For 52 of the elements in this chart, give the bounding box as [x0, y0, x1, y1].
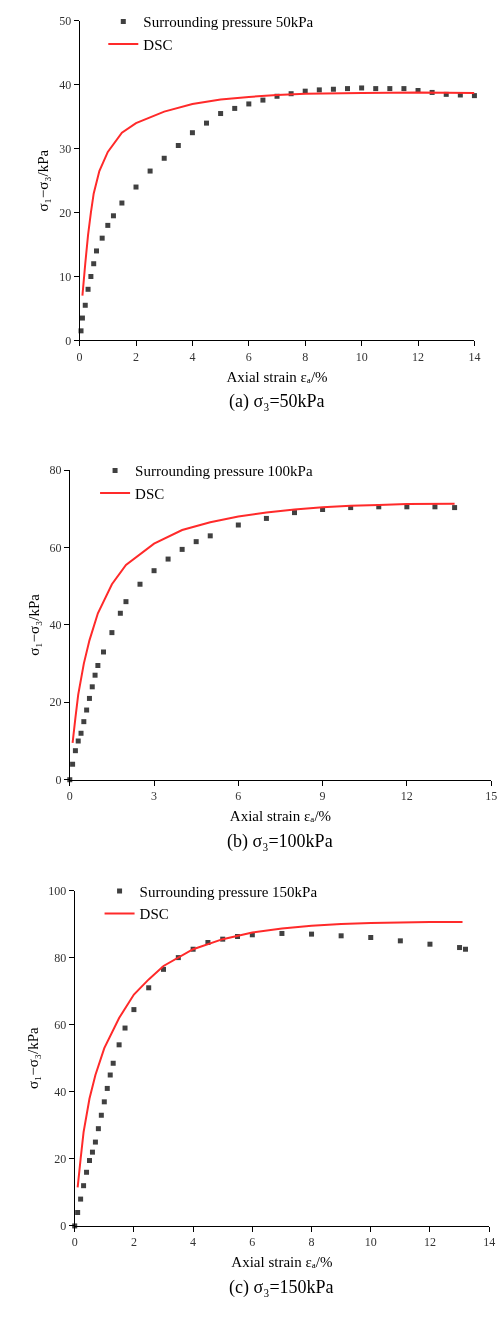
x-tick-label: 6	[235, 789, 242, 804]
y-axis-title: σ₁−σ₃/kPa	[24, 1027, 41, 1090]
legend-label: Surrounding pressure 50kPa	[143, 14, 314, 31]
y-tick-label: 30	[59, 141, 72, 156]
x-tick-label: 15	[485, 789, 498, 804]
y-tick-label: 0	[60, 1219, 67, 1234]
x-axis-title: Axial strain εₐ/%	[229, 808, 332, 825]
legend-label: Surrounding pressure 150kPa	[139, 883, 318, 900]
x-tick-label: 8	[308, 1235, 315, 1250]
y-tick-label: 10	[59, 269, 72, 284]
legend-label: DSC	[143, 36, 173, 53]
text: (b) σ₃=100kPa	[227, 831, 333, 852]
y-tick-label: 40	[54, 1084, 67, 1099]
x-tick-label: 4	[190, 1235, 197, 1250]
text: (c) σ₃=150kPa	[229, 1277, 334, 1298]
y-axis-title: σ₁−σ₃/kPa	[25, 593, 42, 656]
x-tick-label: 2	[133, 349, 140, 364]
x-tick-label: 12	[400, 789, 413, 804]
y-tick-label: 50	[59, 14, 72, 29]
x-tick-label: 6	[245, 349, 252, 364]
y-tick-label: 20	[49, 695, 62, 710]
y-tick-label: 0	[55, 772, 62, 787]
text: (a) σ₃=50kPa	[229, 391, 325, 412]
y-tick-label: 40	[59, 77, 72, 92]
x-tick-label: 14	[468, 349, 481, 364]
y-tick-label: 20	[54, 1152, 67, 1167]
x-tick-label: 8	[302, 349, 309, 364]
x-tick-label: 2	[130, 1235, 137, 1250]
y-tick-label: 40	[49, 618, 62, 633]
y-tick-label: 80	[49, 463, 62, 478]
x-tick-label: 0	[76, 349, 83, 364]
x-axis-title: Axial strain εₐ/%	[231, 1254, 333, 1271]
x-tick-label: 12	[412, 349, 425, 364]
x-tick-label: 6	[249, 1235, 256, 1250]
y-axis-title: σ₁−σ₃/kPa	[35, 149, 52, 212]
x-tick-label: 3	[151, 789, 158, 804]
legend-label: DSC	[135, 485, 165, 502]
legend-label: Surrounding pressure 100kPa	[135, 463, 313, 480]
x-tick-label: 4	[189, 349, 196, 364]
x-tick-label: 10	[355, 349, 368, 364]
y-tick-label: 100	[48, 883, 67, 898]
x-tick-label: 9	[319, 789, 326, 804]
y-tick-label: 80	[54, 950, 67, 965]
x-axis-title: Axial strain εₐ/%	[226, 368, 328, 385]
y-tick-label: 60	[54, 1017, 67, 1032]
y-tick-label: 60	[49, 540, 62, 555]
x-tick-label: 12	[423, 1235, 436, 1250]
y-tick-label: 20	[59, 205, 72, 220]
x-tick-label: 14	[483, 1235, 496, 1250]
legend-label: DSC	[139, 906, 169, 923]
y-tick-label: 0	[65, 333, 72, 348]
x-tick-label: 10	[364, 1235, 377, 1250]
